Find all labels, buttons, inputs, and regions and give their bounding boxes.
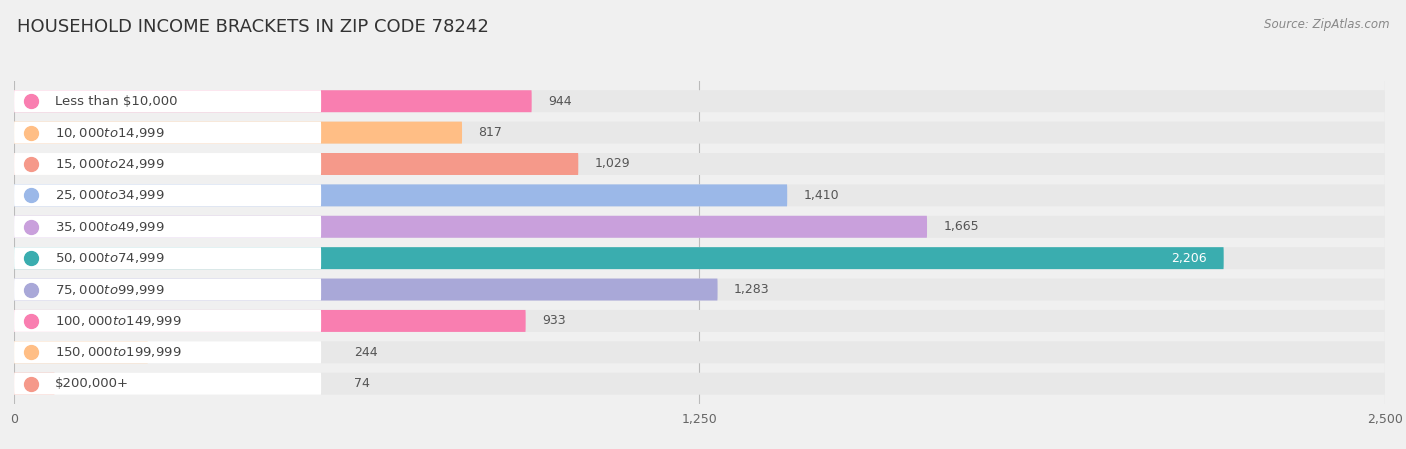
Text: HOUSEHOLD INCOME BRACKETS IN ZIP CODE 78242: HOUSEHOLD INCOME BRACKETS IN ZIP CODE 78… — [17, 18, 489, 36]
Text: $200,000+: $200,000+ — [55, 377, 129, 390]
FancyBboxPatch shape — [14, 90, 1385, 112]
FancyBboxPatch shape — [14, 153, 578, 175]
Text: 1,029: 1,029 — [595, 158, 630, 171]
FancyBboxPatch shape — [14, 341, 1385, 363]
Text: 933: 933 — [543, 314, 565, 327]
FancyBboxPatch shape — [14, 373, 55, 395]
Text: Source: ZipAtlas.com: Source: ZipAtlas.com — [1264, 18, 1389, 31]
FancyBboxPatch shape — [14, 341, 321, 363]
FancyBboxPatch shape — [14, 310, 526, 332]
FancyBboxPatch shape — [14, 122, 321, 144]
Text: 1,665: 1,665 — [943, 220, 979, 233]
Text: 2,206: 2,206 — [1171, 251, 1208, 264]
FancyBboxPatch shape — [14, 122, 463, 144]
FancyBboxPatch shape — [14, 278, 321, 300]
Text: $25,000 to $34,999: $25,000 to $34,999 — [55, 189, 165, 202]
Text: 74: 74 — [354, 377, 370, 390]
FancyBboxPatch shape — [14, 216, 1385, 238]
Text: $50,000 to $74,999: $50,000 to $74,999 — [55, 251, 165, 265]
FancyBboxPatch shape — [14, 90, 321, 112]
Text: Less than $10,000: Less than $10,000 — [55, 95, 177, 108]
FancyBboxPatch shape — [14, 310, 321, 332]
FancyBboxPatch shape — [14, 185, 1385, 207]
FancyBboxPatch shape — [14, 90, 531, 112]
FancyBboxPatch shape — [14, 185, 787, 207]
FancyBboxPatch shape — [14, 247, 1385, 269]
FancyBboxPatch shape — [14, 373, 1385, 395]
Text: 817: 817 — [478, 126, 502, 139]
FancyBboxPatch shape — [14, 373, 321, 395]
Text: $100,000 to $149,999: $100,000 to $149,999 — [55, 314, 181, 328]
FancyBboxPatch shape — [14, 216, 321, 238]
FancyBboxPatch shape — [14, 310, 1385, 332]
Text: $35,000 to $49,999: $35,000 to $49,999 — [55, 220, 165, 234]
FancyBboxPatch shape — [14, 278, 1385, 300]
FancyBboxPatch shape — [14, 153, 1385, 175]
FancyBboxPatch shape — [14, 216, 927, 238]
Text: 1,410: 1,410 — [804, 189, 839, 202]
FancyBboxPatch shape — [14, 247, 321, 269]
Text: 244: 244 — [354, 346, 378, 359]
FancyBboxPatch shape — [14, 341, 148, 363]
FancyBboxPatch shape — [14, 278, 717, 300]
Text: $10,000 to $14,999: $10,000 to $14,999 — [55, 126, 165, 140]
Text: $15,000 to $24,999: $15,000 to $24,999 — [55, 157, 165, 171]
FancyBboxPatch shape — [14, 122, 1385, 144]
FancyBboxPatch shape — [14, 153, 321, 175]
Text: 1,283: 1,283 — [734, 283, 769, 296]
FancyBboxPatch shape — [14, 185, 321, 207]
Text: $150,000 to $199,999: $150,000 to $199,999 — [55, 345, 181, 359]
Text: 944: 944 — [548, 95, 572, 108]
Text: $75,000 to $99,999: $75,000 to $99,999 — [55, 282, 165, 296]
FancyBboxPatch shape — [14, 247, 1223, 269]
